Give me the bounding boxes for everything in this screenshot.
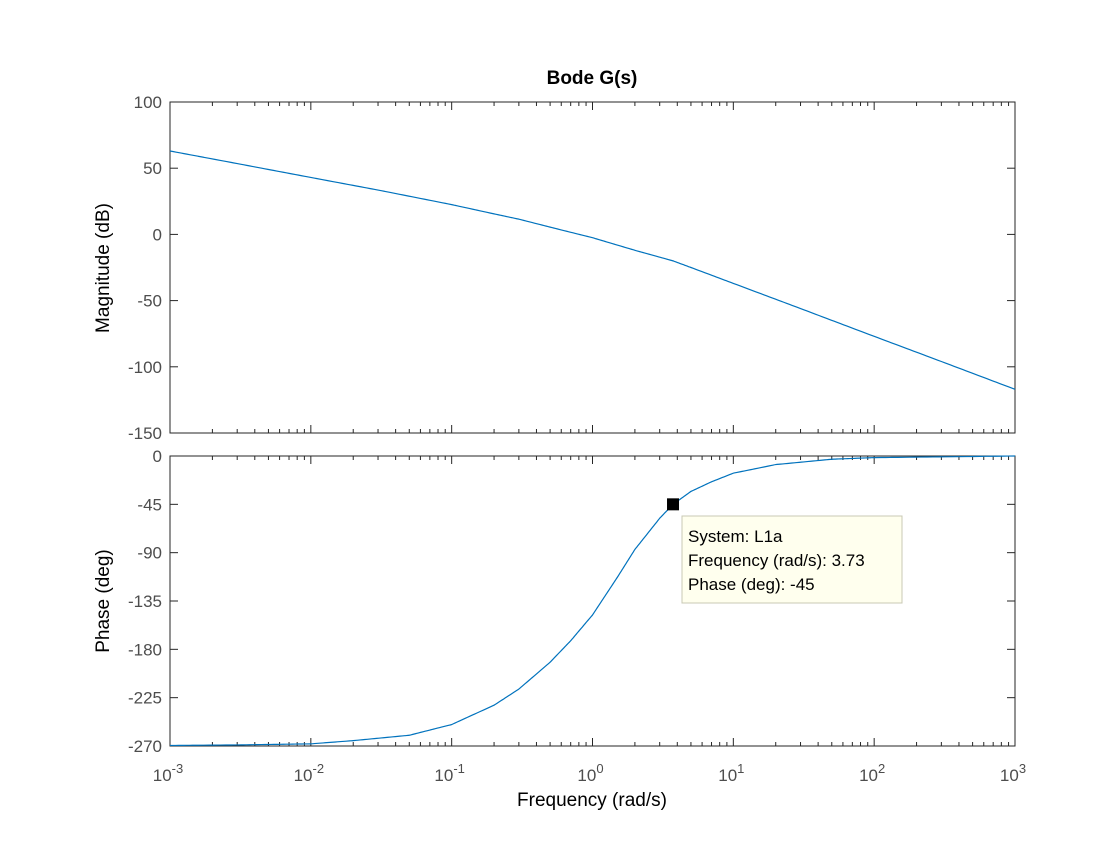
x-tick-label: 10-3 [153,761,183,785]
x-tick-label: 100 [577,761,603,785]
y-tick-label: 50 [143,159,162,178]
x-tick-label: 103 [1000,761,1026,785]
datatip-marker[interactable] [667,498,680,511]
y-tick-label: -150 [128,424,162,443]
magnitude-panel[interactable]: 100 50 0 -50 -100 -150 Magnitude (dB) [93,93,1016,443]
y-tick-label: -90 [137,544,162,563]
x-axis-label: Frequency (rad/s) [517,790,667,811]
y-tick-label: -270 [128,737,162,756]
y-axis-label: Magnitude (dB) [93,203,114,333]
datatip-background [681,515,903,604]
x-tick-label: 10-2 [294,761,324,785]
datatip-line: Phase (deg): -45 [688,575,815,594]
x-tick-label: 102 [859,761,885,785]
y-tick-label: -135 [128,592,162,611]
y-tick-label: 0 [153,225,162,244]
x-tick-label: 10-1 [434,761,464,785]
x-tick-label: 101 [718,761,744,785]
y-tick-label: -50 [137,292,162,311]
series-line[interactable] [169,455,1016,747]
y-tick-label: -45 [137,495,162,514]
datatip-line: System: L1a [688,527,783,546]
y-tick-label: 100 [134,93,162,112]
phase-panel[interactable]: 0 -45 -90 -135 -180 -225 -270 Phase (deg) 10-3 10… [93,447,1026,811]
y-tick-label: -180 [128,640,162,659]
chart-title: Bode G(s) [547,68,638,89]
datatip-box[interactable]: System: L1a Frequency (rad/s): 3.73 Phase … [681,515,903,604]
series-line[interactable] [169,150,1016,390]
y-tick-label: 0 [153,447,162,466]
y-tick-label: -225 [128,689,162,708]
datatip-line: Frequency (rad/s): 3.73 [688,551,865,570]
y-axis-label: Phase (deg) [93,549,114,653]
axes-box [169,101,1016,434]
y-tick-label: -100 [128,358,162,377]
